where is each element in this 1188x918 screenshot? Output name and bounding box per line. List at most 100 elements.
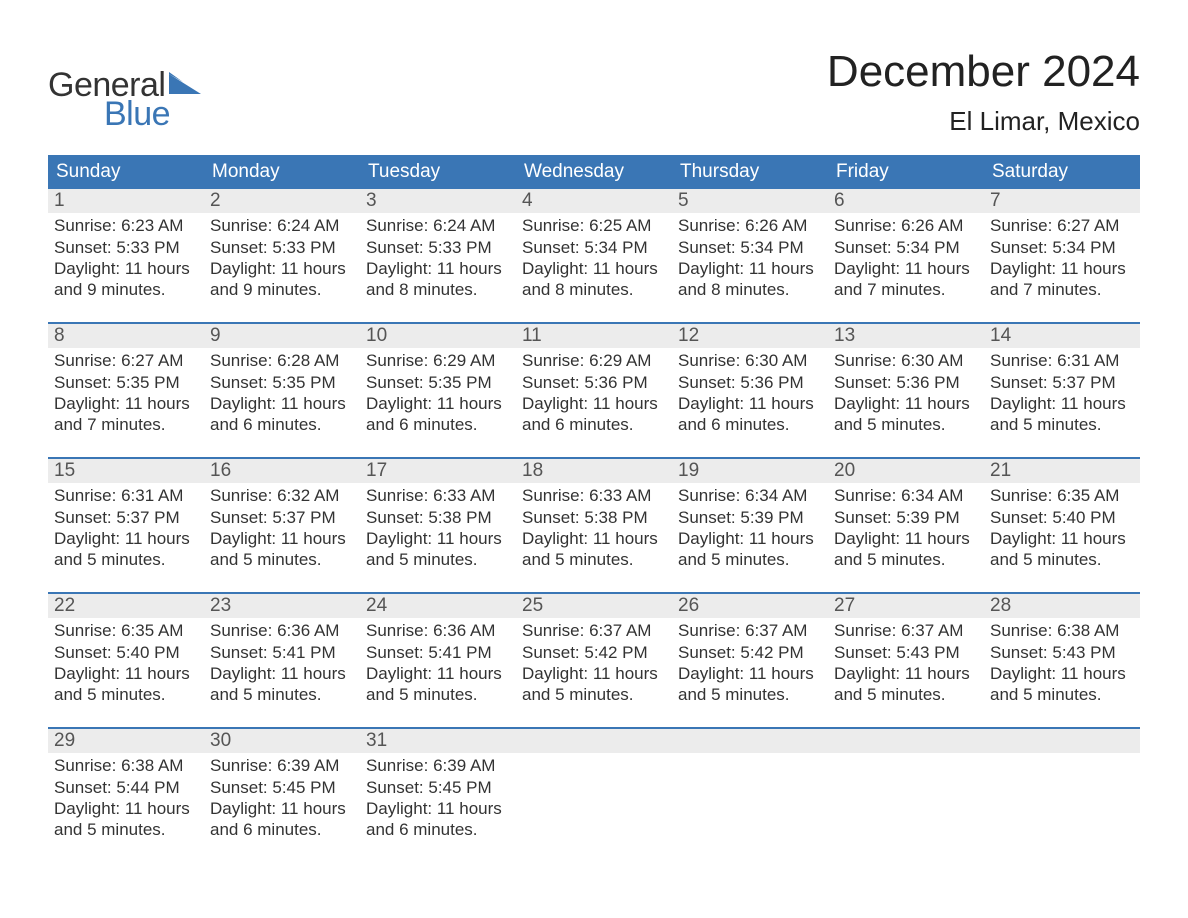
day-number (516, 729, 672, 753)
daylight-line2: and 6 minutes. (210, 414, 354, 435)
sunrise-line: Sunrise: 6:35 AM (990, 485, 1134, 506)
sunset-line: Sunset: 5:43 PM (990, 642, 1134, 663)
day-content-row: Sunrise: 6:27 AMSunset: 5:35 PMDaylight:… (48, 348, 1140, 435)
sunset-line: Sunset: 5:38 PM (366, 507, 510, 528)
daylight-line1: Daylight: 11 hours (522, 393, 666, 414)
sunset-line: Sunset: 5:34 PM (834, 237, 978, 258)
day-cell: Sunrise: 6:37 AMSunset: 5:43 PMDaylight:… (828, 618, 984, 705)
daylight-line2: and 5 minutes. (210, 549, 354, 570)
daylight-line2: and 6 minutes. (678, 414, 822, 435)
sunrise-line: Sunrise: 6:37 AM (834, 620, 978, 641)
daylight-line1: Daylight: 11 hours (522, 528, 666, 549)
sunrise-line: Sunrise: 6:32 AM (210, 485, 354, 506)
daylight-line2: and 5 minutes. (366, 684, 510, 705)
daylight-line1: Daylight: 11 hours (834, 393, 978, 414)
day-cell: Sunrise: 6:39 AMSunset: 5:45 PMDaylight:… (360, 753, 516, 840)
sunset-line: Sunset: 5:45 PM (210, 777, 354, 798)
daylight-line2: and 8 minutes. (366, 279, 510, 300)
day-cell: Sunrise: 6:33 AMSunset: 5:38 PMDaylight:… (360, 483, 516, 570)
day-cell: Sunrise: 6:34 AMSunset: 5:39 PMDaylight:… (828, 483, 984, 570)
daylight-line2: and 5 minutes. (990, 414, 1134, 435)
daylight-line1: Daylight: 11 hours (210, 393, 354, 414)
sunrise-line: Sunrise: 6:28 AM (210, 350, 354, 371)
day-number-row: 22232425262728 (48, 594, 1140, 618)
week-block: 891011121314Sunrise: 6:27 AMSunset: 5:35… (48, 322, 1140, 435)
sunrise-line: Sunrise: 6:26 AM (678, 215, 822, 236)
sunset-line: Sunset: 5:33 PM (210, 237, 354, 258)
daylight-line2: and 5 minutes. (834, 684, 978, 705)
daylight-line1: Daylight: 11 hours (678, 528, 822, 549)
day-number (984, 729, 1140, 753)
location: El Limar, Mexico (827, 106, 1140, 137)
day-cell: Sunrise: 6:32 AMSunset: 5:37 PMDaylight:… (204, 483, 360, 570)
daylight-line2: and 5 minutes. (210, 684, 354, 705)
sunset-line: Sunset: 5:35 PM (54, 372, 198, 393)
sunset-line: Sunset: 5:35 PM (210, 372, 354, 393)
sunrise-line: Sunrise: 6:35 AM (54, 620, 198, 641)
day-cell: Sunrise: 6:28 AMSunset: 5:35 PMDaylight:… (204, 348, 360, 435)
day-cell (672, 753, 828, 840)
sunrise-line: Sunrise: 6:37 AM (522, 620, 666, 641)
day-number: 31 (360, 729, 516, 753)
day-cell: Sunrise: 6:30 AMSunset: 5:36 PMDaylight:… (672, 348, 828, 435)
daylight-line1: Daylight: 11 hours (54, 798, 198, 819)
daylight-line1: Daylight: 11 hours (366, 258, 510, 279)
calendar: Sunday Monday Tuesday Wednesday Thursday… (48, 155, 1140, 840)
daylight-line1: Daylight: 11 hours (54, 393, 198, 414)
day-number: 22 (48, 594, 204, 618)
daylight-line2: and 5 minutes. (990, 684, 1134, 705)
daylight-line2: and 5 minutes. (678, 549, 822, 570)
sunset-line: Sunset: 5:37 PM (990, 372, 1134, 393)
daylight-line1: Daylight: 11 hours (366, 663, 510, 684)
sunrise-line: Sunrise: 6:38 AM (54, 755, 198, 776)
logo-text-blue: Blue (104, 95, 170, 134)
day-number: 26 (672, 594, 828, 618)
day-cell: Sunrise: 6:26 AMSunset: 5:34 PMDaylight:… (828, 213, 984, 300)
day-cell (984, 753, 1140, 840)
sunrise-line: Sunrise: 6:36 AM (366, 620, 510, 641)
day-number: 16 (204, 459, 360, 483)
day-cell: Sunrise: 6:38 AMSunset: 5:43 PMDaylight:… (984, 618, 1140, 705)
sunrise-line: Sunrise: 6:29 AM (522, 350, 666, 371)
day-number: 9 (204, 324, 360, 348)
daylight-line2: and 8 minutes. (678, 279, 822, 300)
daylight-line2: and 5 minutes. (366, 549, 510, 570)
day-number: 19 (672, 459, 828, 483)
day-header-thu: Thursday (672, 155, 828, 189)
daylight-line1: Daylight: 11 hours (210, 258, 354, 279)
sunrise-line: Sunrise: 6:34 AM (834, 485, 978, 506)
daylight-line1: Daylight: 11 hours (366, 393, 510, 414)
daylight-line1: Daylight: 11 hours (210, 663, 354, 684)
daylight-line1: Daylight: 11 hours (678, 663, 822, 684)
day-content-row: Sunrise: 6:31 AMSunset: 5:37 PMDaylight:… (48, 483, 1140, 570)
day-header-row: Sunday Monday Tuesday Wednesday Thursday… (48, 155, 1140, 189)
daylight-line2: and 6 minutes. (210, 819, 354, 840)
sunset-line: Sunset: 5:44 PM (54, 777, 198, 798)
day-number: 1 (48, 189, 204, 213)
day-cell: Sunrise: 6:37 AMSunset: 5:42 PMDaylight:… (672, 618, 828, 705)
daylight-line2: and 5 minutes. (522, 684, 666, 705)
day-header-sat: Saturday (984, 155, 1140, 189)
sunset-line: Sunset: 5:38 PM (522, 507, 666, 528)
day-cell: Sunrise: 6:34 AMSunset: 5:39 PMDaylight:… (672, 483, 828, 570)
week-block: 22232425262728Sunrise: 6:35 AM Sunset: 5:… (48, 592, 1140, 705)
day-number: 14 (984, 324, 1140, 348)
daylight-line1: Daylight: 11 hours (366, 798, 510, 819)
sunset-line: Sunset: 5:34 PM (522, 237, 666, 258)
sunset-line: Sunset: 5:36 PM (522, 372, 666, 393)
day-number: 27 (828, 594, 984, 618)
day-cell (828, 753, 984, 840)
day-cell: Sunrise: 6:37 AMSunset: 5:42 PMDaylight:… (516, 618, 672, 705)
daylight-line2: and 5 minutes. (834, 549, 978, 570)
daylight-line2: and 6 minutes. (366, 819, 510, 840)
day-number: 28 (984, 594, 1140, 618)
sunset-line: Sunset: 5:33 PM (54, 237, 198, 258)
day-content-row: Sunrise: 6:38 AMSunset: 5:44 PMDaylight:… (48, 753, 1140, 840)
daylight-line2: and 5 minutes. (522, 549, 666, 570)
day-number: 10 (360, 324, 516, 348)
day-number: 11 (516, 324, 672, 348)
sunrise-line: Sunrise: 6:39 AM (366, 755, 510, 776)
sunset-line: Sunset: 5:42 PM (522, 642, 666, 663)
daylight-line1: Daylight: 11 hours (990, 528, 1134, 549)
sunset-line: Sunset: 5:42 PM (678, 642, 822, 663)
